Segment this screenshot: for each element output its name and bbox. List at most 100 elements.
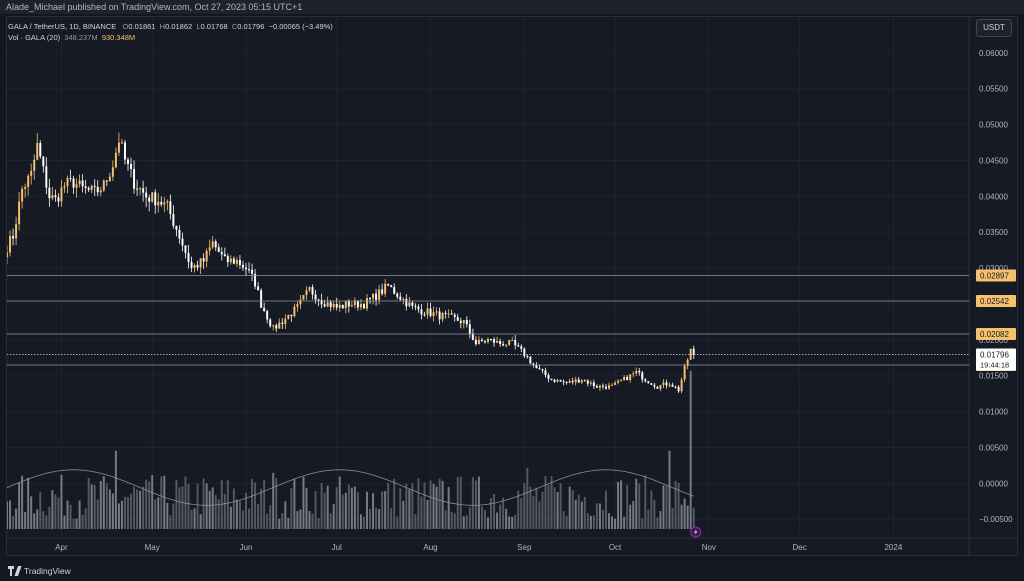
y-tick-label: 0.02000	[979, 336, 1008, 345]
candle-body	[353, 300, 356, 306]
volume-bar	[556, 492, 559, 529]
candle-body	[626, 376, 629, 381]
candle-body	[323, 304, 326, 307]
volume-bar	[21, 475, 24, 529]
volume-bar	[105, 483, 108, 529]
symbol-label[interactable]: GALA / TetherUS, 1D, BINANCE	[8, 22, 117, 31]
candle-body	[127, 159, 129, 165]
volume-bar	[178, 487, 181, 529]
countdown-label: 19:44:18	[980, 360, 1009, 369]
volume-bar	[108, 489, 111, 529]
chart-panel[interactable]: 0.06000 0.05500 0.05000 0.04500 0.04000 0.035…	[6, 16, 1018, 556]
candle-body	[87, 187, 90, 190]
candle-body	[447, 313, 450, 315]
candle-body	[208, 247, 211, 251]
volume-bar	[205, 483, 208, 529]
volume-bar	[347, 484, 350, 529]
volume-bar	[7, 501, 8, 529]
candle-body	[105, 180, 108, 182]
x-tick-label: Jun	[240, 543, 253, 552]
volume-bar	[111, 493, 114, 529]
candle-body	[635, 370, 638, 374]
volume-bar	[614, 518, 617, 529]
volume-bar	[338, 476, 341, 529]
low-label: L	[196, 22, 201, 31]
candle-body	[329, 302, 332, 308]
candle-body	[350, 305, 353, 307]
candle-body	[535, 364, 538, 369]
volume-bar	[659, 511, 662, 529]
candle-body	[589, 382, 592, 384]
volume-bar	[160, 476, 163, 529]
candle-body	[559, 379, 562, 382]
volume-bar	[166, 502, 169, 529]
volume-bar	[229, 506, 232, 529]
candle-body	[314, 294, 317, 300]
candle-body	[12, 236, 15, 239]
candle-body	[184, 245, 187, 253]
candle-body	[160, 201, 163, 205]
volume-label[interactable]: Vol · GALA (20)	[8, 33, 61, 42]
volume-bar	[574, 499, 577, 529]
volume-bar	[296, 511, 299, 529]
volume-bar	[27, 477, 30, 529]
volume-bar	[496, 512, 499, 529]
candle-body	[302, 295, 305, 300]
volume-bar	[248, 508, 250, 529]
candle-body	[511, 339, 514, 341]
volume-bar	[284, 501, 287, 529]
candle-body	[299, 299, 302, 305]
volume-bar	[647, 509, 650, 529]
volume-bar	[187, 484, 190, 529]
candle-body	[238, 259, 241, 265]
volume-bar	[139, 490, 142, 529]
candle-body	[108, 176, 111, 181]
volume-bar	[462, 516, 465, 529]
volume-bar	[426, 500, 429, 529]
close-value: 0.01796	[237, 22, 265, 31]
candle-body	[123, 142, 126, 160]
volume-bar	[538, 501, 541, 529]
y-tick-label: 0.01500	[979, 372, 1008, 381]
candle-body	[474, 339, 477, 345]
footer-bar: TradingView	[0, 561, 1024, 581]
currency-button[interactable]: USDT	[976, 19, 1012, 37]
candle-body	[272, 325, 275, 327]
candle-body	[18, 201, 21, 225]
candle-body	[565, 381, 568, 383]
volume-bar	[396, 516, 399, 529]
candle-body	[163, 202, 166, 205]
tradingview-logo-icon[interactable]	[8, 566, 22, 576]
volume-bar	[120, 500, 123, 529]
volume-bar	[193, 508, 196, 529]
candle-body	[33, 159, 36, 171]
candle-body	[523, 348, 526, 357]
level-price-tag	[976, 327, 1016, 340]
candle-body	[111, 167, 114, 177]
volume-bar	[644, 474, 647, 529]
volume-bar	[405, 483, 408, 529]
volume-bar	[611, 516, 614, 529]
candle-body	[84, 186, 87, 188]
volume-bar	[544, 476, 547, 529]
candle-body	[480, 339, 483, 342]
volume-bar	[320, 482, 323, 529]
footer-brand[interactable]: TradingView	[24, 566, 71, 576]
volume-bar	[465, 515, 468, 529]
volume-bar	[356, 492, 359, 529]
candle-body	[359, 304, 362, 308]
volume-bar	[223, 493, 226, 529]
volume-bar	[514, 514, 517, 529]
volume-bar	[381, 491, 384, 529]
candle-body	[305, 290, 308, 296]
volume-bar	[260, 488, 263, 529]
volume-bar	[305, 487, 308, 529]
volume-bar	[387, 482, 390, 529]
price-chart[interactable]: 0.06000 0.05500 0.05000 0.04500 0.04000 0.035…	[7, 17, 1017, 555]
candle-body	[405, 298, 408, 307]
candle-body	[187, 252, 190, 262]
volume-bar	[456, 476, 459, 529]
last-price-label: 0.01796	[980, 350, 1009, 359]
volume-bar	[553, 487, 556, 529]
candle-body	[508, 340, 511, 345]
